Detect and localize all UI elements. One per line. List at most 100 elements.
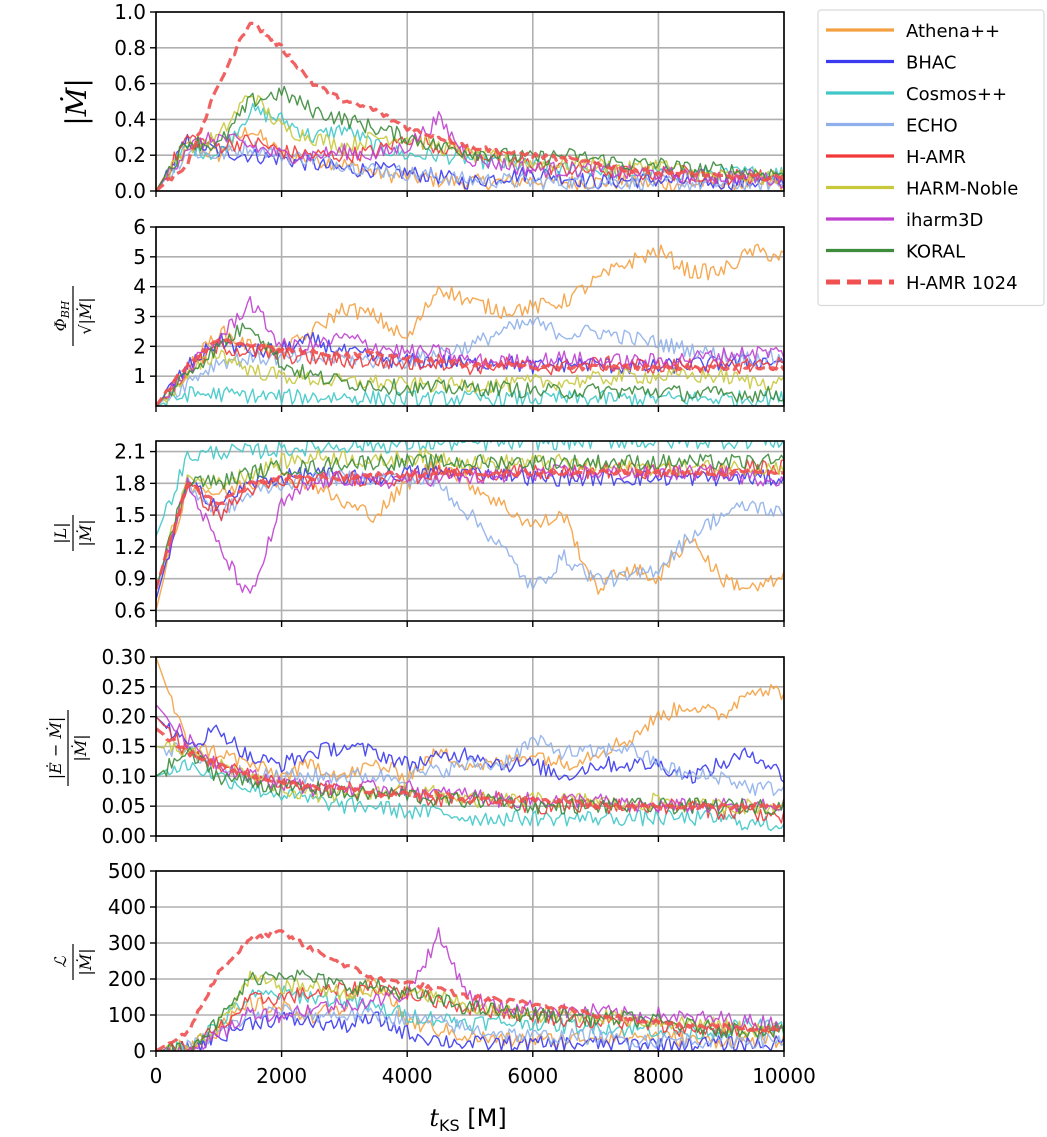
legend-label: Athena++	[906, 21, 1000, 42]
series-group	[156, 243, 784, 406]
series-line-iharm3d	[156, 296, 784, 406]
y-tick-label: 0.10	[101, 764, 146, 788]
series-line-koral	[156, 322, 784, 406]
svg-text:ΦBH: ΦBH	[51, 300, 72, 331]
panel-4: 0.00 0.05 0.10 0.15 0.20 0.25 0.30	[101, 645, 785, 848]
y-tick-label: 6	[133, 215, 146, 239]
legend-label: H-AMR	[906, 147, 966, 168]
legend-label: BHAC	[906, 53, 956, 74]
svg-text:ℒ: ℒ	[51, 956, 70, 968]
svg-text:|Ṁ|: |Ṁ|	[75, 519, 95, 546]
y-tick-label: 100	[108, 1003, 146, 1027]
x-tick-label: 2000	[256, 1064, 307, 1088]
legend-label: HARM-Noble	[906, 179, 1018, 200]
panel-frame	[155, 440, 785, 622]
y-tick-label: 1.2	[114, 535, 146, 559]
series-line-h-amr	[156, 716, 784, 824]
x-tick-label: 10000	[752, 1064, 816, 1088]
y-tick-label: 0.8	[114, 36, 146, 60]
series-line-harm-noble	[156, 349, 784, 406]
series-line-bhac	[156, 716, 784, 784]
legend: Athena++ BHAC Cosmos++ ECHO H-AMR HARM-Noble i…	[817, 9, 1045, 307]
y-tick-label: 0.25	[101, 675, 146, 699]
series-line-athena-	[156, 243, 784, 406]
series-line-koral	[156, 85, 784, 191]
y-tick-label: 400	[108, 895, 146, 919]
series-line-iharm3d	[156, 927, 784, 1051]
panel-frame	[155, 11, 785, 192]
series-line-cosmos-	[156, 985, 784, 1051]
y-axis-title-lum: ℒ |Ṁ|	[51, 944, 95, 980]
x-axis-title: tKS [M]	[429, 1104, 506, 1135]
panel-1: 0.0 0.2 0.4 0.6 0.8 1.0	[114, 0, 785, 203]
series-line-athena-	[156, 657, 784, 784]
panels-layer: 0.0 0.2 0.4 0.6 0.8 1.0 1 2 3 4 5 6 0.6 0.9 1.2 1.5 1.8 2…	[101, 0, 815, 1088]
y-tick-label: 5	[133, 245, 146, 269]
y-tick-label: 2	[133, 334, 146, 358]
y-axis-title-mdot: |Ṁ|	[60, 78, 93, 126]
legend-label: ECHO	[906, 116, 958, 137]
y-tick-label: 0.15	[101, 735, 146, 759]
panel-2: 1 2 3 4 5 6	[133, 215, 785, 412]
y-tick-label: 0.4	[114, 107, 146, 131]
y-tick-label: 0.05	[101, 794, 146, 818]
y-tick-label: 1.0	[114, 0, 146, 24]
series-line-iharm3d	[156, 110, 784, 191]
series-line-h-amr-1024	[156, 337, 784, 406]
y-axis-title-l: |L| |Ṁ|	[51, 515, 95, 551]
legend-label: H-AMR 1024	[906, 273, 1018, 294]
series-line-h-amr-1024	[156, 468, 784, 590]
y-tick-label: 0.6	[114, 598, 146, 622]
legend-label: Cosmos++	[906, 84, 1007, 105]
y-tick-label: 0.0	[114, 179, 146, 203]
series-line-koral	[156, 453, 784, 590]
series-line-echo	[156, 734, 784, 797]
y-tick-label: 1.8	[114, 471, 146, 495]
legend-label: iharm3D	[906, 210, 983, 231]
series-line-echo	[156, 469, 784, 590]
svg-text:|L|: |L|	[51, 522, 70, 543]
y-tick-label: 3	[133, 305, 146, 329]
series-group	[156, 657, 784, 832]
series-line-cosmos-	[156, 441, 784, 537]
x-tick-label: 0	[150, 1064, 163, 1088]
panel-frame	[155, 870, 785, 1052]
y-tick-label: 500	[108, 859, 146, 883]
series-group	[156, 927, 784, 1051]
svg-text:|Ṁ|: |Ṁ|	[75, 948, 95, 975]
svg-text:|Ṁ|: |Ṁ|	[70, 734, 90, 761]
y-axis-title-phi: ΦBH √|Ṁ|	[51, 286, 95, 346]
y-tick-label: 1.5	[114, 503, 146, 527]
y-axis-title-e: |Ė − Ṁ| |Ṁ|	[45, 710, 90, 786]
series-line-cosmos-	[156, 102, 784, 191]
y-tick-label: 0.30	[101, 645, 146, 669]
series-line-h-amr	[156, 338, 784, 406]
svg-text:|Ṁ|: |Ṁ|	[60, 78, 93, 126]
series-line-koral	[156, 969, 784, 1051]
series-line-cosmos-	[156, 759, 784, 832]
y-tick-label: 1	[133, 364, 146, 388]
svg-text:√|Ṁ|: √|Ṁ|	[75, 297, 95, 334]
legend-box	[817, 9, 1045, 307]
series-line-echo	[156, 316, 784, 406]
panel-5: 0 100 200 300 400 500 0 2000 4000 6000 8000 10000	[108, 859, 816, 1088]
x-tick-label: 6000	[507, 1064, 558, 1088]
panel-3: 0.6 0.9 1.2 1.5 1.8 2.1	[114, 440, 785, 627]
x-tick-label: 4000	[382, 1064, 433, 1088]
y-tick-label: 0.00	[101, 824, 146, 848]
y-tick-label: 4	[133, 275, 146, 299]
series-line-iharm3d	[156, 464, 784, 594]
x-tick-label: 8000	[633, 1064, 684, 1088]
series-line-h-amr-1024	[156, 929, 784, 1051]
y-tick-label: 0.20	[101, 705, 146, 729]
series-line-cosmos-	[156, 386, 784, 406]
y-tick-label: 200	[108, 967, 146, 991]
series-line-h-amr-1024	[156, 727, 784, 811]
y-tick-label: 0	[133, 1039, 146, 1063]
y-tick-label: 300	[108, 931, 146, 955]
series-line-athena-	[156, 977, 784, 1051]
y-tick-label: 0.9	[114, 567, 146, 591]
series-line-h-amr	[156, 980, 784, 1051]
series-group	[156, 441, 784, 611]
